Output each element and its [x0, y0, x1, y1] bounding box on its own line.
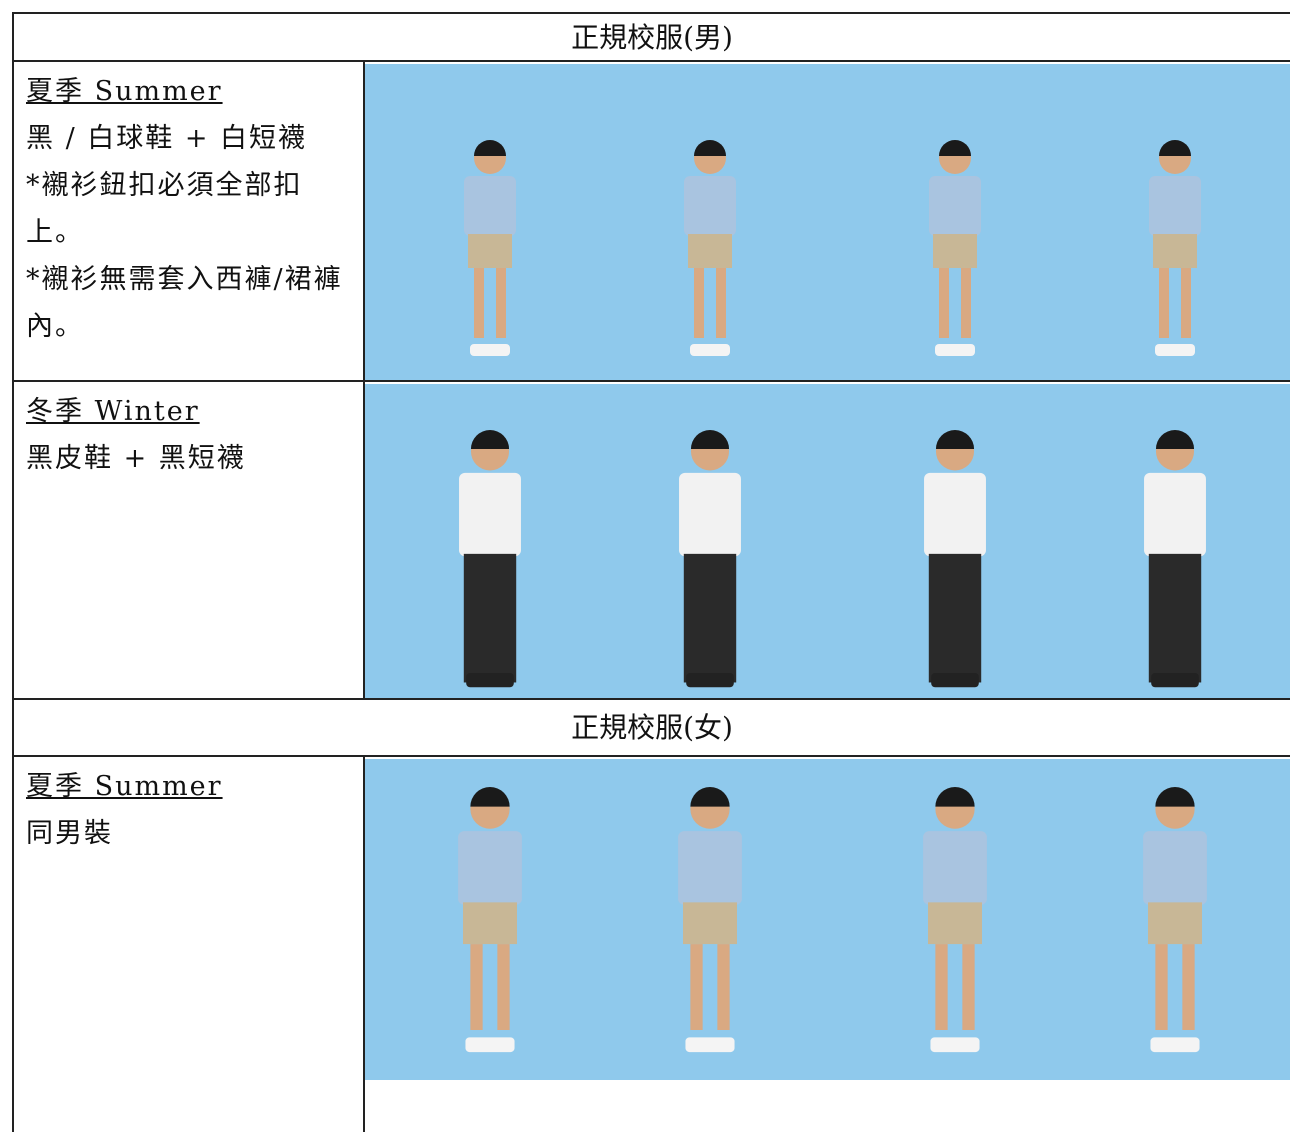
shoes: [930, 1037, 980, 1053]
season: 冬季 Winter: [26, 396, 200, 427]
figure: [684, 140, 736, 356]
leg: [962, 944, 975, 1030]
hair: [935, 787, 975, 807]
line: 黑 / 白球鞋 + 白短襪: [26, 123, 308, 154]
row-text: 夏季 Summer 同男裝: [12, 755, 365, 1132]
hair: [690, 787, 730, 807]
leg: [935, 944, 948, 1030]
shirt: [1143, 831, 1207, 905]
leg: [939, 268, 949, 338]
season: 夏季 Summer: [26, 771, 223, 802]
shoes: [931, 672, 979, 688]
leg: [961, 268, 971, 338]
leg: [1155, 944, 1168, 1030]
shorts: [933, 234, 977, 268]
leg: [690, 944, 703, 1030]
row-text: 夏季 Summer 黑 / 白球鞋 + 白短襪 *襯衫鈕扣必須全部扣上。 *襯衫…: [12, 60, 365, 382]
hair: [470, 430, 510, 450]
photo-panel: [365, 755, 1290, 1080]
hair: [474, 140, 506, 156]
figure: [924, 430, 986, 688]
pants: [1148, 553, 1202, 683]
shoes: [1151, 672, 1199, 688]
shoes: [685, 1037, 735, 1053]
figure: [458, 787, 522, 1053]
leg: [496, 268, 506, 338]
shorts: [1148, 902, 1202, 945]
photo-panel: [365, 60, 1290, 382]
shoes: [686, 672, 734, 688]
shorts: [683, 902, 737, 945]
line: 同男裝: [26, 818, 113, 849]
photo: [365, 384, 1290, 700]
figure: [929, 140, 981, 356]
shirt: [464, 176, 516, 236]
figure: [923, 787, 987, 1053]
line: *襯衫鈕扣必須全部扣上。: [26, 170, 303, 248]
shirt: [684, 176, 736, 236]
hair: [935, 430, 975, 450]
shirt: [679, 472, 741, 557]
figure: [679, 430, 741, 688]
figure: [459, 430, 521, 688]
pants: [463, 553, 517, 683]
pants: [928, 553, 982, 683]
hair: [1159, 140, 1191, 156]
hair: [694, 140, 726, 156]
backdrop: [365, 759, 1290, 1080]
pants: [683, 553, 737, 683]
shoes: [1155, 344, 1195, 356]
shoes: [470, 344, 510, 356]
line: *襯衫無需套入西褲/裙褲內。: [26, 264, 343, 342]
hair: [1155, 787, 1195, 807]
leg: [470, 944, 483, 1030]
shorts: [928, 902, 982, 945]
photo: [365, 759, 1290, 1080]
photo-panel: [365, 380, 1290, 700]
leg: [1159, 268, 1169, 338]
leg: [1182, 944, 1195, 1030]
leg: [497, 944, 510, 1030]
shoes: [935, 344, 975, 356]
shoes: [465, 1037, 515, 1053]
leg: [717, 944, 730, 1030]
shorts: [1153, 234, 1197, 268]
shirt: [1144, 472, 1206, 557]
shorts: [463, 902, 517, 945]
row-text: 冬季 Winter 黑皮鞋 + 黑短襪: [12, 380, 365, 700]
shirt: [924, 472, 986, 557]
shirt: [1149, 176, 1201, 236]
shirt: [923, 831, 987, 905]
shoes: [690, 344, 730, 356]
line: 黑皮鞋 + 黑短襪: [26, 443, 246, 474]
leg: [1181, 268, 1191, 338]
shorts: [688, 234, 732, 268]
section-title: 正規校服(女): [12, 698, 1290, 756]
season: 夏季 Summer: [26, 76, 223, 107]
shorts: [468, 234, 512, 268]
hair: [470, 787, 510, 807]
shoes: [1150, 1037, 1200, 1053]
leg: [694, 268, 704, 338]
figure: [1143, 787, 1207, 1053]
leg: [716, 268, 726, 338]
hair: [690, 430, 730, 450]
leg: [474, 268, 484, 338]
figure: [464, 140, 516, 356]
hair: [1155, 430, 1195, 450]
shirt: [929, 176, 981, 236]
figure: [678, 787, 742, 1053]
figure: [1144, 430, 1206, 688]
hair: [939, 140, 971, 156]
section-title: 正規校服(男): [12, 12, 1290, 62]
shirt: [458, 831, 522, 905]
shirt: [678, 831, 742, 905]
figure: [1149, 140, 1201, 356]
shirt: [459, 472, 521, 557]
shoes: [466, 672, 514, 688]
photo: [365, 64, 1290, 382]
backdrop: [365, 64, 1290, 382]
